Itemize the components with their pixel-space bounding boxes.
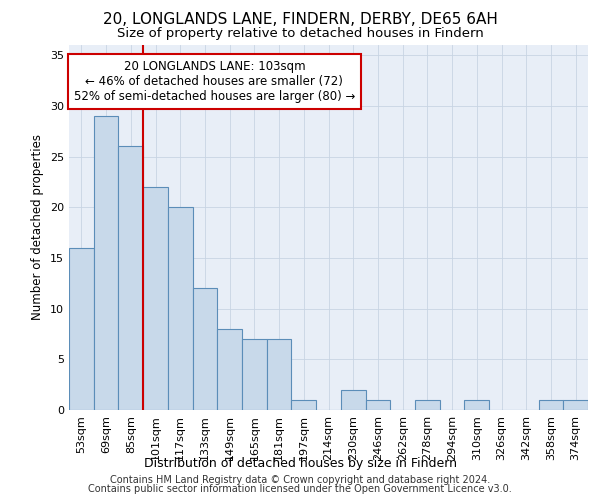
Bar	[267, 339, 292, 410]
Text: Distribution of detached houses by size in Findern: Distribution of detached houses by size …	[143, 458, 457, 470]
Bar	[365, 400, 390, 410]
Bar	[193, 288, 217, 410]
Text: Contains HM Land Registry data © Crown copyright and database right 2024.: Contains HM Land Registry data © Crown c…	[110, 475, 490, 485]
Bar	[415, 400, 440, 410]
Text: Size of property relative to detached houses in Findern: Size of property relative to detached ho…	[116, 28, 484, 40]
Bar	[292, 400, 316, 410]
Bar	[217, 329, 242, 410]
Bar	[464, 400, 489, 410]
Bar	[94, 116, 118, 410]
Bar	[242, 339, 267, 410]
Bar	[341, 390, 365, 410]
Bar	[143, 187, 168, 410]
Bar	[69, 248, 94, 410]
Text: 20, LONGLANDS LANE, FINDERN, DERBY, DE65 6AH: 20, LONGLANDS LANE, FINDERN, DERBY, DE65…	[103, 12, 497, 28]
Text: Contains public sector information licensed under the Open Government Licence v3: Contains public sector information licen…	[88, 484, 512, 494]
Bar	[168, 207, 193, 410]
Bar	[539, 400, 563, 410]
Bar	[118, 146, 143, 410]
Text: 20 LONGLANDS LANE: 103sqm
← 46% of detached houses are smaller (72)
52% of semi-: 20 LONGLANDS LANE: 103sqm ← 46% of detac…	[74, 60, 355, 102]
Y-axis label: Number of detached properties: Number of detached properties	[31, 134, 44, 320]
Bar	[563, 400, 588, 410]
